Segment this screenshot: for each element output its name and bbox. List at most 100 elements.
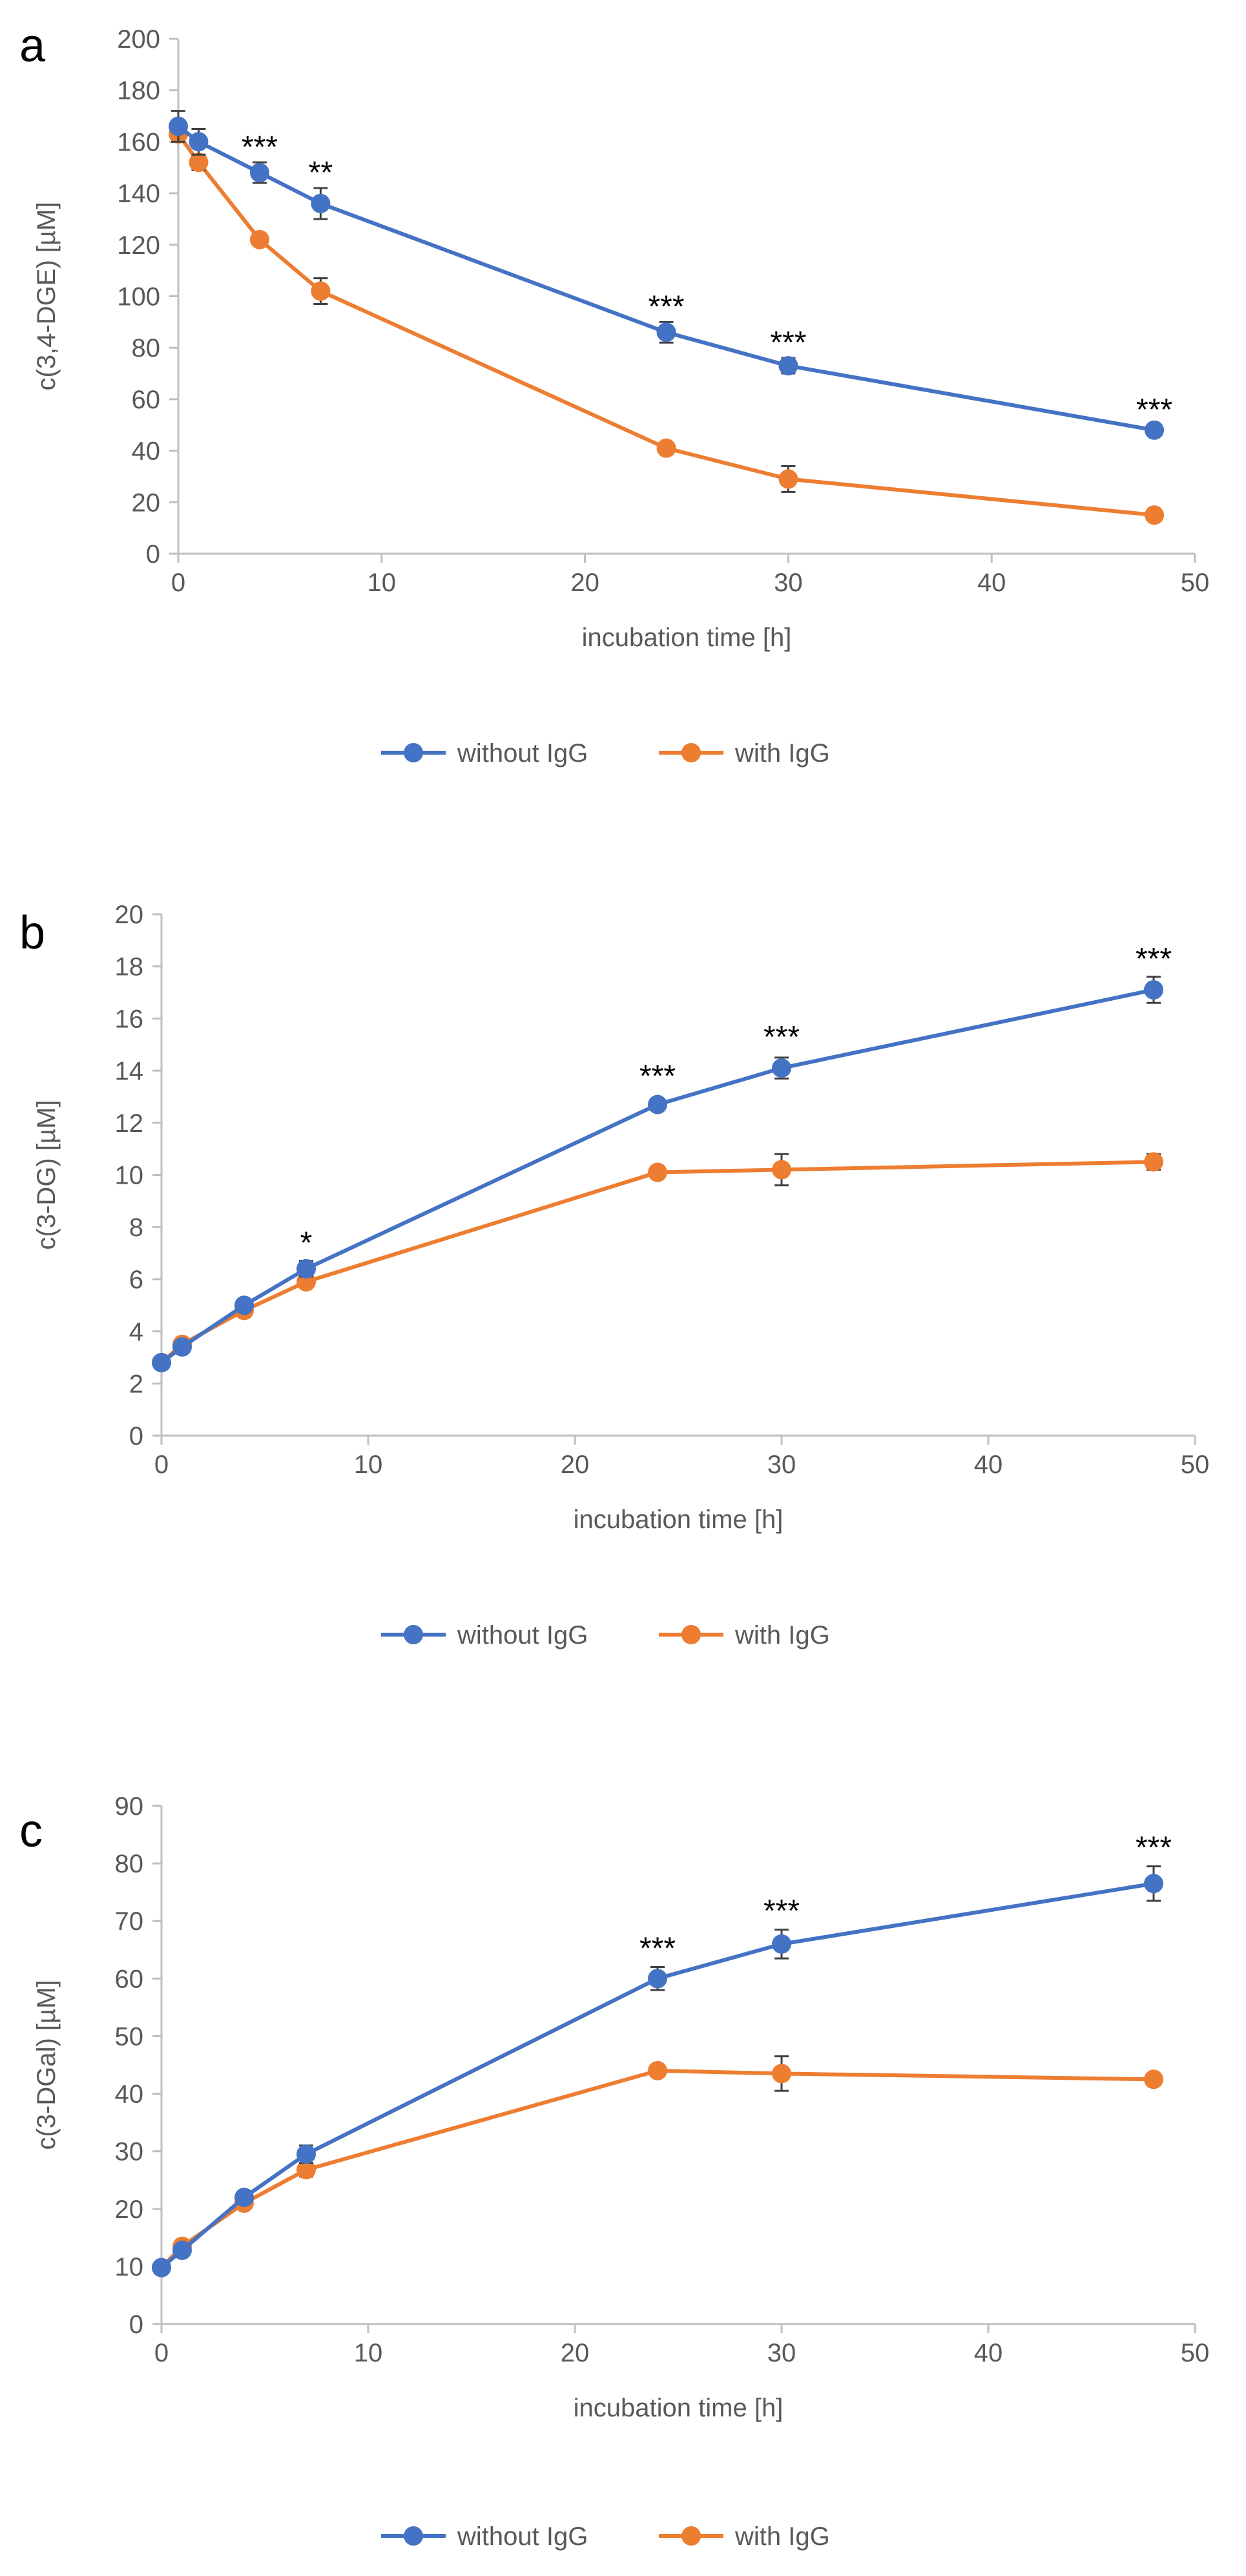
data-point (311, 194, 331, 214)
data-point (234, 1295, 254, 1315)
series-without-igg (152, 976, 1163, 1373)
y-tick-label: 6 (129, 1266, 143, 1294)
panel-letter: c (19, 1805, 43, 1857)
x-tick-label: 20 (561, 2339, 590, 2367)
x-tick-label: 40 (977, 569, 1006, 597)
panel-letter: a (19, 20, 46, 72)
significance-marker: *** (1136, 942, 1172, 976)
x-tick-label: 20 (570, 569, 599, 597)
significance-marker: *** (770, 326, 806, 360)
y-tick-label: 10 (115, 2253, 144, 2281)
x-tick-label: 50 (1181, 1450, 1210, 1479)
data-point (772, 1160, 791, 1180)
data-point (189, 132, 209, 152)
significance-marker: *** (639, 1059, 676, 1093)
legend-swatch-marker (404, 1625, 423, 1644)
data-point (172, 2240, 192, 2260)
y-tick-label: 0 (129, 1422, 143, 1450)
data-point (648, 2060, 667, 2080)
y-tick-label: 100 (117, 283, 160, 311)
y-tick-label: 18 (115, 953, 144, 981)
y-tick-label: 60 (115, 1965, 144, 1993)
y-tick-label: 20 (115, 2195, 144, 2224)
legend-swatch-marker (681, 743, 701, 762)
y-axis-title: c(3,4-DGE) [µM] (32, 202, 61, 391)
y-tick-label: 20 (132, 488, 161, 517)
data-point (169, 116, 188, 136)
data-point (296, 2144, 316, 2164)
data-point (296, 2160, 316, 2180)
y-tick-label: 140 (117, 180, 160, 208)
chart-panel-a: a 0 20 40 60 80 100 120 140 160 180 200 0 10 20 30 40 50 i… (19, 20, 1209, 768)
legend-item: without IgG (381, 739, 588, 768)
data-point (648, 1162, 667, 1182)
y-tick-label: 180 (117, 77, 160, 105)
data-point (1144, 980, 1163, 1000)
legend-label: without IgG (457, 739, 588, 768)
data-point (1144, 1152, 1163, 1172)
data-point (648, 1969, 667, 1989)
data-point (152, 1353, 171, 1373)
x-axis-title: incubation time [h] (574, 1505, 784, 1534)
significance-marker: *** (1136, 393, 1172, 427)
y-tick-label: 4 (129, 1318, 143, 1346)
y-tick-label: 8 (129, 1213, 143, 1242)
legend-item: with IgG (659, 1621, 830, 1649)
x-axis-title: incubation time [h] (582, 623, 792, 652)
y-tick-label: 70 (115, 1907, 144, 1936)
significance-marker: *** (242, 130, 278, 164)
data-point (778, 469, 798, 489)
legend-label: with IgG (734, 739, 830, 768)
legend-swatch-marker (404, 743, 423, 762)
data-point (189, 152, 209, 173)
legend-item: with IgG (659, 2522, 830, 2551)
data-point (648, 1094, 667, 1115)
data-point (296, 1259, 316, 1279)
significance-marker: *** (1136, 1831, 1172, 1865)
y-tick-label: 80 (115, 1850, 144, 1878)
data-point (1145, 505, 1165, 525)
y-tick-label: 30 (115, 2138, 144, 2166)
y-tick-label: 10 (115, 1162, 144, 1190)
significance-marker: *** (763, 1020, 800, 1054)
x-tick-label: 0 (171, 569, 185, 597)
x-tick-label: 10 (354, 1450, 383, 1479)
x-tick-label: 30 (774, 569, 803, 597)
y-tick-label: 50 (115, 2022, 144, 2051)
chart-panel-c: c 0 10 20 30 40 50 60 70 80 90 0 10 20 30 40 50 incubatio… (19, 1792, 1209, 2551)
legend-swatch-marker (404, 2526, 423, 2546)
significance-marker: *** (648, 289, 684, 324)
panel-letter: b (19, 907, 45, 959)
series-without-igg (169, 110, 1165, 440)
data-point (249, 229, 269, 249)
legend: without IgG with IgG (381, 739, 830, 768)
y-tick-label: 120 (117, 231, 160, 260)
data-point (152, 2257, 171, 2278)
data-point (311, 281, 331, 301)
legend-swatch-marker (681, 1625, 701, 1644)
data-point (249, 163, 269, 183)
x-tick-label: 10 (354, 2339, 383, 2367)
legend: without IgG with IgG (381, 1621, 830, 1649)
legend-item: without IgG (381, 1621, 588, 1649)
legend-item: with IgG (659, 739, 830, 768)
data-point (772, 1934, 791, 1954)
y-tick-label: 80 (132, 334, 161, 362)
y-tick-label: 14 (115, 1057, 144, 1085)
y-tick-label: 0 (129, 2310, 143, 2339)
y-tick-label: 20 (115, 901, 144, 929)
data-point (778, 356, 798, 376)
y-tick-label: 60 (132, 386, 161, 414)
y-tick-label: 0 (146, 540, 160, 569)
data-point (772, 1058, 791, 1078)
y-tick-label: 40 (132, 437, 161, 466)
x-tick-label: 40 (974, 1450, 1003, 1479)
significance-marker: *** (639, 1932, 676, 1966)
x-tick-label: 0 (154, 2339, 169, 2367)
legend: without IgG with IgG (381, 2522, 830, 2551)
significance-marker: * (300, 1226, 313, 1261)
data-point (1145, 420, 1165, 440)
chart-panel-b: b 0 2 4 6 8 10 12 14 16 18 20 0 10 20 30 40 50 incubation … (19, 901, 1209, 1649)
y-axis-title: c(3-DGal) [µM] (32, 1980, 61, 2150)
